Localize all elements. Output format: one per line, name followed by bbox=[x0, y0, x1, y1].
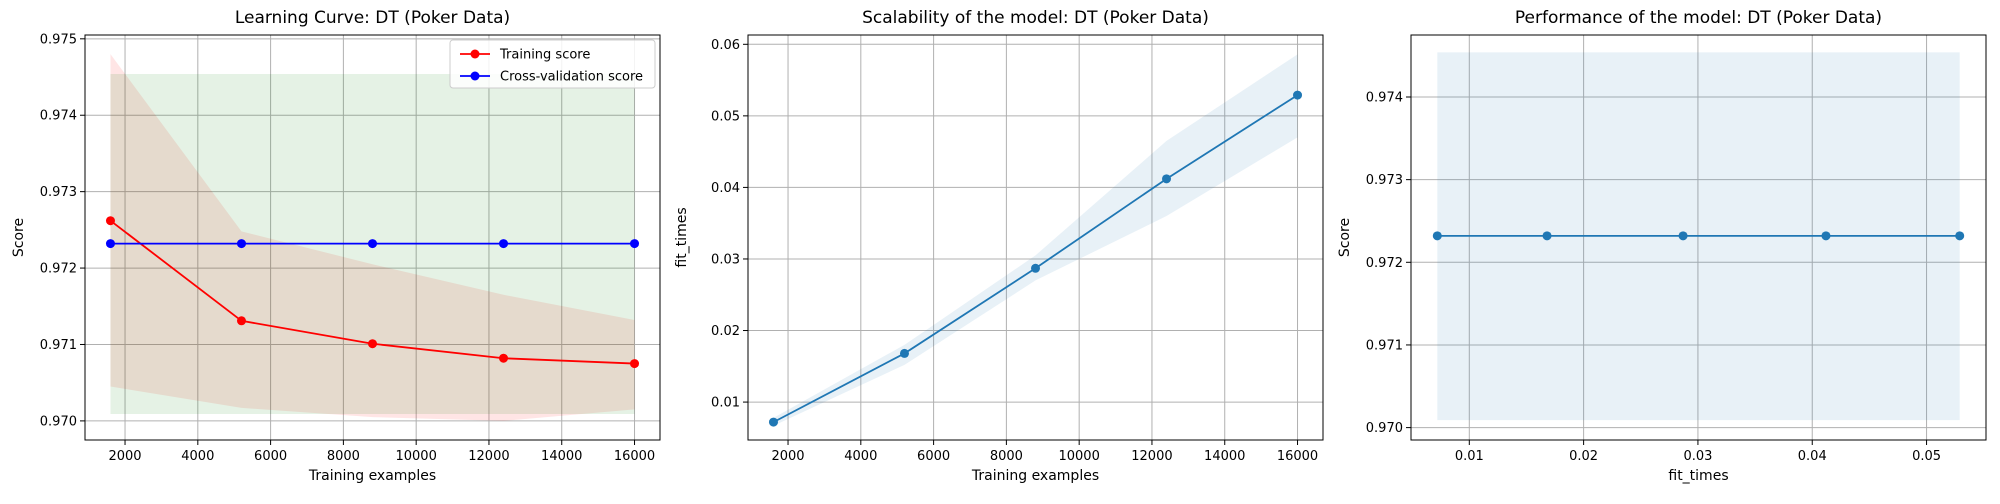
series-1-point bbox=[499, 353, 509, 363]
x-tick-label: 8000 bbox=[990, 449, 1023, 464]
plot-area bbox=[85, 35, 660, 440]
y-tick-label: 0.975 bbox=[40, 32, 77, 47]
series-2-point bbox=[236, 239, 246, 249]
series-1-point bbox=[1678, 231, 1688, 241]
x-axis-label: Training examples bbox=[971, 468, 1099, 484]
y-tick-label: 0.04 bbox=[711, 181, 740, 196]
series-1-band bbox=[773, 54, 1298, 426]
x-tick-label: 14000 bbox=[1204, 449, 1245, 464]
series-2-point bbox=[499, 239, 509, 249]
legend-label-2: Cross-validation score bbox=[500, 70, 643, 85]
x-tick-label: 6000 bbox=[254, 449, 287, 464]
y-tick-label: 0.972 bbox=[1366, 256, 1403, 271]
series-1-point bbox=[630, 359, 640, 369]
x-tick-label: 4000 bbox=[181, 449, 214, 464]
y-tick-label: 0.02 bbox=[711, 324, 740, 339]
series-1-point bbox=[236, 316, 246, 326]
y-tick-label: 0.05 bbox=[711, 109, 740, 124]
x-tick-label: 16000 bbox=[1277, 449, 1318, 464]
legend-marker-1 bbox=[470, 49, 480, 59]
series-1-point bbox=[1162, 174, 1172, 184]
series-1-point bbox=[899, 348, 909, 358]
y-tick-label: 0.971 bbox=[1366, 338, 1403, 353]
x-tick-label: 2000 bbox=[771, 449, 804, 464]
x-axis-label: fit_times bbox=[1668, 468, 1728, 484]
chart-title: Scalability of the model: DT (Poker Data… bbox=[862, 8, 1209, 28]
axes-frame bbox=[1410, 34, 1987, 441]
x-tick-label: 8000 bbox=[327, 449, 360, 464]
chart-panel-1: 2000 4000 6000 8000 10000 12000 14000 16000 0.97… bbox=[11, 8, 661, 484]
x-tick-label: 2000 bbox=[108, 449, 141, 464]
x-tick-label: 16000 bbox=[614, 449, 655, 464]
series-2-point bbox=[105, 239, 115, 249]
series-1-point bbox=[1955, 231, 1965, 241]
y-tick-label: 0.970 bbox=[1366, 421, 1403, 436]
y-axis-label: Score bbox=[1337, 218, 1353, 257]
series-2-point bbox=[630, 239, 640, 249]
legend: Training score Cross-validation score bbox=[449, 39, 656, 89]
series-1-point bbox=[1031, 263, 1040, 273]
y-tick-label: 0.03 bbox=[711, 252, 740, 267]
series-1-point bbox=[1542, 231, 1552, 241]
x-tick-label: 4000 bbox=[844, 449, 877, 464]
x-tick-label: 0.05 bbox=[1912, 449, 1941, 464]
y-axis-label: fit_times bbox=[674, 207, 690, 267]
axes-frame bbox=[747, 34, 1324, 441]
series-1-point bbox=[1432, 231, 1442, 241]
y-axis-label: Score bbox=[11, 218, 27, 257]
x-tick-label: 12000 bbox=[468, 449, 509, 464]
plot-area bbox=[1411, 35, 1986, 440]
x-tick-label: 12000 bbox=[1131, 449, 1172, 464]
x-axis-label: Training examples bbox=[308, 468, 436, 484]
series-1-point bbox=[368, 339, 377, 349]
x-tick-label: 0.01 bbox=[1455, 449, 1484, 464]
y-tick-label: 0.01 bbox=[711, 396, 740, 411]
y-tick-label: 0.972 bbox=[40, 262, 77, 277]
plot-area bbox=[748, 35, 1323, 440]
y-tick-label: 0.974 bbox=[40, 109, 77, 124]
x-tick-label: 10000 bbox=[395, 449, 436, 464]
x-tick-label: 6000 bbox=[917, 449, 950, 464]
series-2-point bbox=[368, 239, 377, 249]
series-1-point bbox=[1821, 231, 1831, 241]
x-tick-label: 14000 bbox=[541, 449, 582, 464]
legend-label-1: Training score bbox=[499, 48, 590, 63]
y-tick-label: 0.973 bbox=[40, 185, 77, 200]
y-tick-label: 0.973 bbox=[1366, 173, 1403, 188]
chart-panel-2: 2000 4000 6000 8000 10000 12000 14000 16000 0.01… bbox=[674, 8, 1324, 484]
chart-title: Learning Curve: DT (Poker Data) bbox=[235, 8, 510, 28]
x-tick-label: 0.02 bbox=[1569, 449, 1598, 464]
y-tick-label: 0.06 bbox=[711, 38, 740, 53]
y-tick-label: 0.974 bbox=[1366, 90, 1403, 105]
legend-marker-2 bbox=[470, 71, 480, 81]
x-tick-label: 0.03 bbox=[1683, 449, 1712, 464]
series-1-point bbox=[1293, 90, 1303, 100]
series-1-band bbox=[110, 54, 635, 421]
chart-panel-3: 0.01 0.02 0.03 0.04 0.05 0.970 0.971 0.972 0.973… bbox=[1337, 8, 1987, 484]
y-tick-label: 0.971 bbox=[40, 338, 77, 353]
chart-title: Performance of the model: DT (Poker Data… bbox=[1515, 8, 1882, 28]
legend-box bbox=[449, 39, 656, 89]
series-1-point bbox=[105, 216, 115, 226]
axes-frame bbox=[84, 34, 661, 441]
series-1-point bbox=[768, 417, 778, 427]
x-tick-label: 0.04 bbox=[1798, 449, 1827, 464]
y-tick-label: 0.970 bbox=[40, 414, 77, 429]
x-tick-label: 10000 bbox=[1058, 449, 1099, 464]
